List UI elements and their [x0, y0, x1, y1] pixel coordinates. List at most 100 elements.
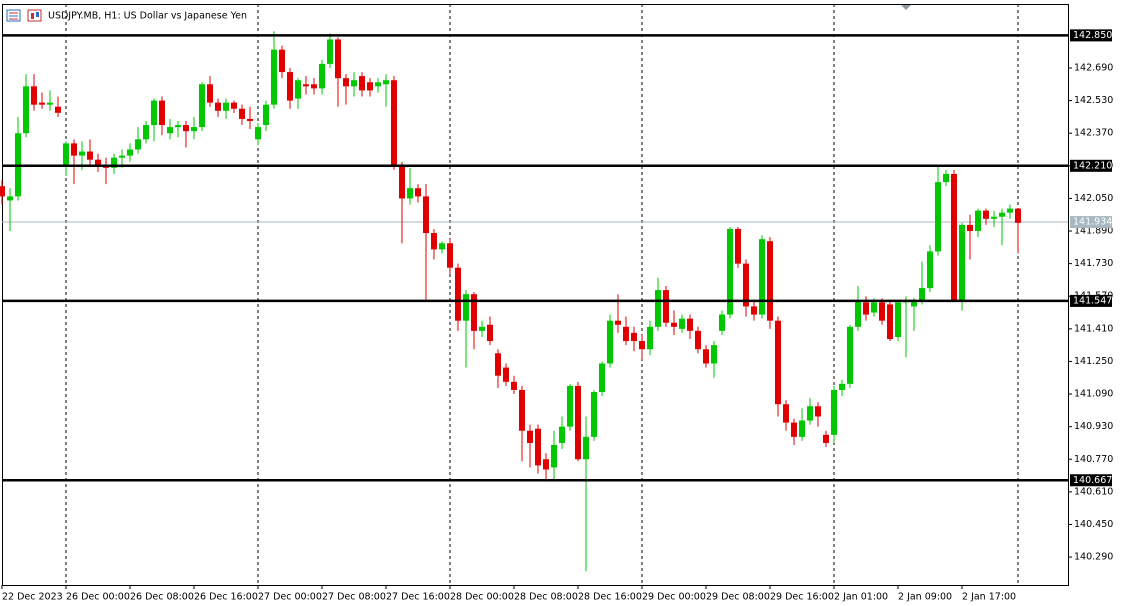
candle-body [391, 80, 397, 166]
y-tick-label: 142.530 [1074, 95, 1113, 106]
candle-body [471, 294, 477, 331]
candle-body [311, 84, 317, 89]
candle-body [407, 188, 413, 199]
candle-body [583, 436, 589, 460]
candle-body [71, 143, 77, 156]
candle-body [527, 430, 533, 443]
candle-body [207, 84, 213, 103]
x-tick-label: 2 Jan 01:00 [834, 592, 888, 603]
level-label-box [1070, 474, 1112, 487]
candle-body [183, 125, 189, 132]
candle-body [327, 39, 333, 64]
candle-body [255, 127, 261, 140]
x-tick-label: 28 Dec 08:00 [514, 592, 578, 603]
x-tick-label: 27 Dec 08:00 [322, 592, 386, 603]
title-icons [6, 9, 42, 22]
y-tick-label: 141.410 [1074, 323, 1113, 334]
level-label-box [1070, 159, 1112, 172]
candle-body [807, 406, 813, 421]
candle-body [127, 149, 133, 156]
candle-body [423, 196, 429, 234]
y-tick-label: 140.450 [1074, 519, 1113, 530]
x-tick-label: 28 Dec 00:00 [450, 592, 514, 603]
candle-body [711, 345, 717, 364]
candle-body [383, 80, 389, 85]
y-tick-label: 140.930 [1074, 421, 1113, 432]
plot-frame [2, 4, 1069, 586]
candle-body [631, 332, 637, 342]
candle-body [999, 212, 1005, 217]
candle-body [23, 86, 29, 134]
candle-body [143, 125, 149, 140]
candle-body [375, 82, 381, 87]
x-tick-label: 29 Dec 08:00 [706, 592, 770, 603]
candle-body [7, 196, 13, 201]
candle-body [79, 151, 85, 156]
icon [36, 12, 39, 17]
y-tick-label: 141.730 [1074, 258, 1113, 269]
candle-body [63, 143, 69, 166]
candle-body [911, 300, 917, 307]
candle-body [167, 127, 173, 134]
candle-body [967, 224, 973, 232]
candle-body [535, 428, 541, 466]
candle-body [359, 76, 365, 91]
level-label: 142.210 [1073, 160, 1112, 171]
candle-body [47, 102, 53, 105]
candle-body [319, 63, 325, 89]
candle-body [551, 444, 557, 468]
candle-body [39, 102, 45, 105]
candle-body [335, 39, 341, 79]
candle-body [607, 320, 613, 364]
y-tick-label: 141.890 [1074, 226, 1113, 237]
candle-body [1007, 208, 1013, 213]
current-price-label: 141.934 [1073, 217, 1112, 228]
level-label-box [1070, 29, 1112, 42]
candle-body [919, 288, 925, 301]
candle-body [343, 78, 349, 87]
candle-body [111, 157, 117, 168]
candle-body [959, 224, 965, 301]
candle-body [559, 426, 565, 443]
candle-body [567, 385, 573, 427]
current-price-box [1070, 216, 1112, 229]
candle-body [639, 341, 645, 350]
candle-body [943, 173, 949, 183]
candle-body [519, 389, 525, 431]
candle-body [735, 228, 741, 264]
y-tick-label: 142.370 [1074, 128, 1113, 139]
candle-body [439, 243, 445, 250]
candle-body [615, 320, 621, 325]
icon [31, 13, 34, 19]
candle-body [647, 326, 653, 350]
candle-body [247, 118, 253, 121]
candle-body [231, 102, 237, 109]
candle-body [895, 302, 901, 337]
candle-body [935, 182, 941, 252]
candle-body [671, 322, 677, 327]
candle-body [599, 363, 605, 393]
x-tick-label: 2 Jan 17:00 [962, 592, 1016, 603]
candle-body [855, 300, 861, 327]
candle-body [879, 302, 885, 321]
candle-body [239, 108, 245, 119]
candle-body [543, 459, 549, 470]
shift-marker [901, 5, 911, 10]
candle-body [495, 353, 501, 376]
level-label: 140.667 [1073, 475, 1112, 486]
candle-body [415, 188, 421, 197]
candle-body [511, 381, 517, 390]
level-label: 141.547 [1073, 295, 1112, 306]
x-tick-label: 27 Dec 16:00 [386, 592, 450, 603]
candle-body [927, 251, 933, 289]
candle-body [87, 151, 93, 160]
candle-body [175, 125, 181, 128]
candle-body [399, 165, 405, 199]
candle-body [215, 102, 221, 111]
candle-body [847, 326, 853, 384]
candle-body [295, 80, 301, 99]
candle-body [703, 349, 709, 364]
candle-body [159, 100, 165, 126]
level-label-box [1070, 294, 1112, 307]
